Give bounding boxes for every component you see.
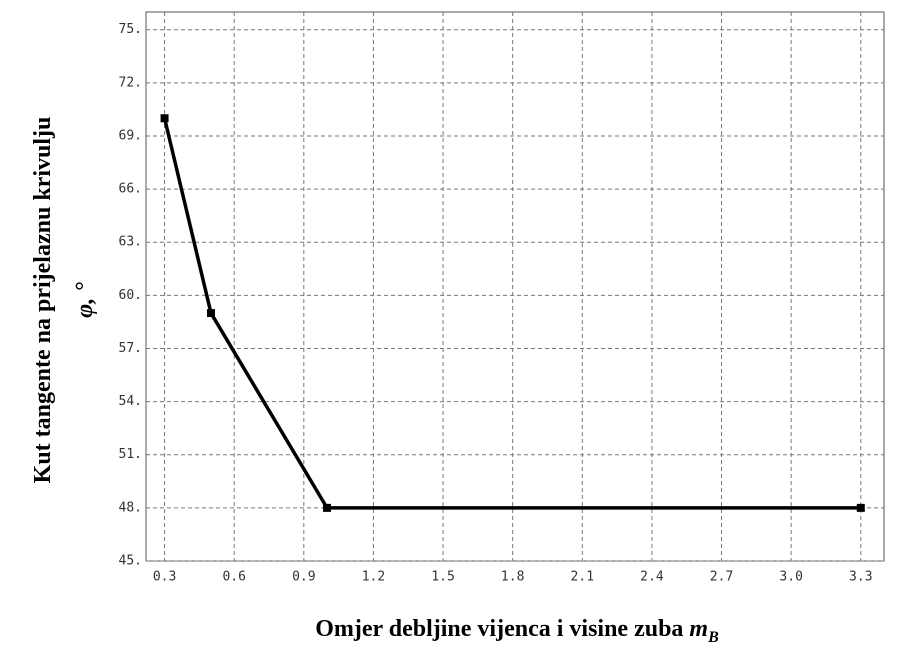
x-tick-label: 1.5 [431,570,454,585]
x-axis-symbol: m [689,616,708,642]
x-tick-label: 0.6 [222,570,245,585]
data-line [162,117,861,510]
y-tick-label: 72. [119,75,142,90]
y-tick-label: 48. [119,500,142,515]
x-axis-label: Omjer debljine vijenca i visine zuba mB [315,616,719,645]
y-tick-label: 69. [119,128,142,143]
plot-area [145,11,885,562]
y-tick-label: 51. [119,447,142,462]
data-point [856,503,865,512]
y-tick-label: 45. [119,554,142,569]
x-tick-label: 2.4 [640,570,664,585]
x-axis-subscript: B [707,629,719,645]
x-tick-label: 0.3 [153,570,176,585]
x-tick-label: 2.7 [710,570,733,585]
x-tick-label: 0.9 [292,570,315,585]
y-tick-label: 60. [119,288,142,303]
data-point [206,309,215,318]
y-tick-label: 75. [119,22,142,37]
y-axis-label-symbol: φ, ° [72,282,98,318]
data-point [323,503,332,512]
y-axis-label: Kut tangente na prijelaznu krivulju [30,117,56,484]
x-tick-label: 1.8 [501,570,524,585]
data-point [160,114,169,123]
y-tick-label: 66. [119,182,142,197]
x-tick-label: 3.0 [779,570,802,585]
y-tick-label: 63. [119,235,142,250]
x-tick-label: 1.2 [362,570,385,585]
y-tick-label: 54. [119,394,142,409]
x-tick-label: 3.3 [849,570,872,585]
y-tick-label: 57. [119,341,142,356]
x-tick-label: 2.1 [571,570,594,585]
x-axis-label-text: Omjer debljine vijenca i visine zuba [315,616,683,642]
